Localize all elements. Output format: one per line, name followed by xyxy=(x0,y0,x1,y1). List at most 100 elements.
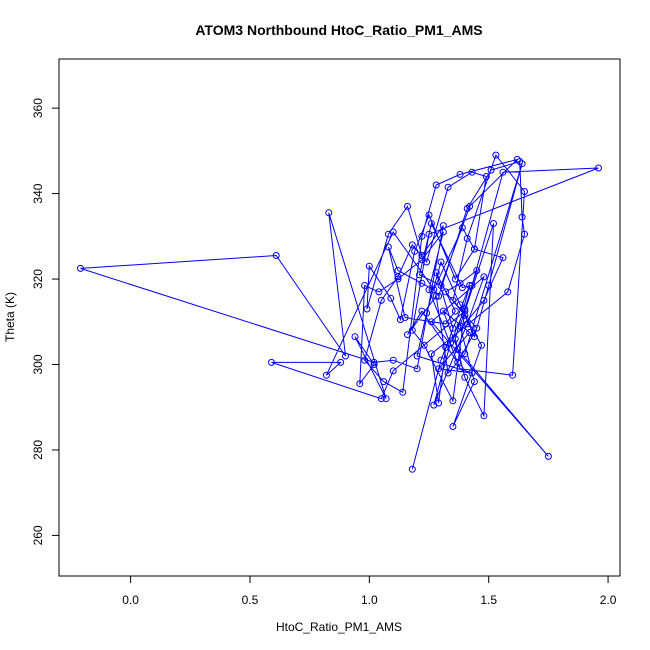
data-point xyxy=(499,168,507,176)
data-point xyxy=(468,282,476,289)
data-point xyxy=(456,322,464,330)
data-point xyxy=(375,288,383,296)
data-point xyxy=(595,164,602,172)
data-point xyxy=(399,388,407,396)
chart-title: ATOM3 Northbound HtoC_Ratio_PM1_AMS xyxy=(195,22,482,38)
data-point xyxy=(461,305,469,313)
data-point xyxy=(425,211,433,219)
data-point xyxy=(468,168,476,176)
data-point xyxy=(458,224,466,232)
data-point xyxy=(461,373,469,381)
y-tick-label: 300 xyxy=(31,354,45,374)
data-point xyxy=(487,166,495,174)
data-point xyxy=(404,202,411,210)
data-point xyxy=(325,209,333,217)
data-point xyxy=(439,307,447,315)
data-point xyxy=(370,358,378,366)
data-point xyxy=(268,358,275,366)
data-point xyxy=(416,271,423,279)
data-point xyxy=(361,282,369,289)
data-point xyxy=(437,356,445,364)
data-point xyxy=(356,380,364,388)
data-point xyxy=(458,284,466,292)
data-point xyxy=(322,371,330,379)
data-point xyxy=(408,241,416,249)
data-point xyxy=(418,252,426,259)
data-point xyxy=(382,395,390,403)
x-tick-label: 2.0 xyxy=(600,593,617,607)
data-point xyxy=(447,339,454,347)
data-point xyxy=(418,307,426,315)
data-point xyxy=(413,352,421,360)
series-points xyxy=(77,151,602,473)
data-point xyxy=(470,378,478,386)
data-point xyxy=(478,341,485,349)
data-point xyxy=(435,292,443,300)
y-axis: 260 280 300 320 340 360 xyxy=(31,98,59,545)
y-axis-label: Theta (K) xyxy=(3,292,17,342)
data-point xyxy=(337,358,345,366)
data-point xyxy=(389,367,397,375)
data-point xyxy=(384,243,392,251)
data-point xyxy=(442,320,450,328)
data-point xyxy=(463,320,471,328)
data-point xyxy=(509,371,517,379)
data-point xyxy=(432,181,440,189)
data-point xyxy=(401,314,409,321)
y-tick-label: 280 xyxy=(31,440,45,460)
data-point xyxy=(461,307,469,315)
data-point xyxy=(418,232,426,240)
data-point xyxy=(430,286,438,294)
data-point xyxy=(544,452,552,460)
data-point xyxy=(389,228,397,236)
data-point xyxy=(425,286,433,294)
data-point xyxy=(439,222,447,230)
data-point xyxy=(437,258,445,266)
data-point xyxy=(413,365,421,373)
data-point xyxy=(521,230,528,238)
data-point xyxy=(432,269,440,277)
data-point xyxy=(456,301,464,309)
x-axis-label: HtoC_Ratio_PM1_AMS xyxy=(276,620,402,634)
data-point xyxy=(432,292,440,300)
data-point xyxy=(492,151,500,159)
data-point xyxy=(394,267,402,274)
data-point xyxy=(408,465,416,473)
x-tick-label: 0.0 xyxy=(122,593,139,607)
data-point xyxy=(490,220,497,227)
data-point xyxy=(470,333,478,341)
data-point xyxy=(451,335,459,343)
data-point xyxy=(423,258,431,266)
data-point xyxy=(444,369,452,377)
data-point xyxy=(377,296,385,304)
data-point xyxy=(451,275,459,283)
x-tick-label: 1.0 xyxy=(361,593,378,607)
data-point xyxy=(449,296,457,304)
data-point xyxy=(482,173,490,180)
y-tick-label: 260 xyxy=(31,525,45,545)
data-point xyxy=(380,378,388,386)
data-point xyxy=(363,305,371,313)
data-point xyxy=(377,395,385,403)
data-point xyxy=(480,273,488,281)
data-point xyxy=(387,294,395,302)
data-point xyxy=(451,307,459,315)
data-point xyxy=(516,158,524,165)
data-point xyxy=(504,288,512,296)
data-point xyxy=(389,356,397,364)
data-point xyxy=(442,288,450,296)
data-point xyxy=(480,296,488,304)
data-point xyxy=(435,399,443,407)
y-tick-label: 360 xyxy=(31,98,45,118)
data-point xyxy=(456,170,464,178)
data-point xyxy=(437,282,445,289)
data-point xyxy=(394,275,402,283)
data-point xyxy=(272,252,280,259)
data-point xyxy=(466,282,474,289)
data-point xyxy=(454,346,462,353)
data-point xyxy=(427,350,435,358)
data-point xyxy=(456,365,464,373)
data-point xyxy=(365,262,373,270)
